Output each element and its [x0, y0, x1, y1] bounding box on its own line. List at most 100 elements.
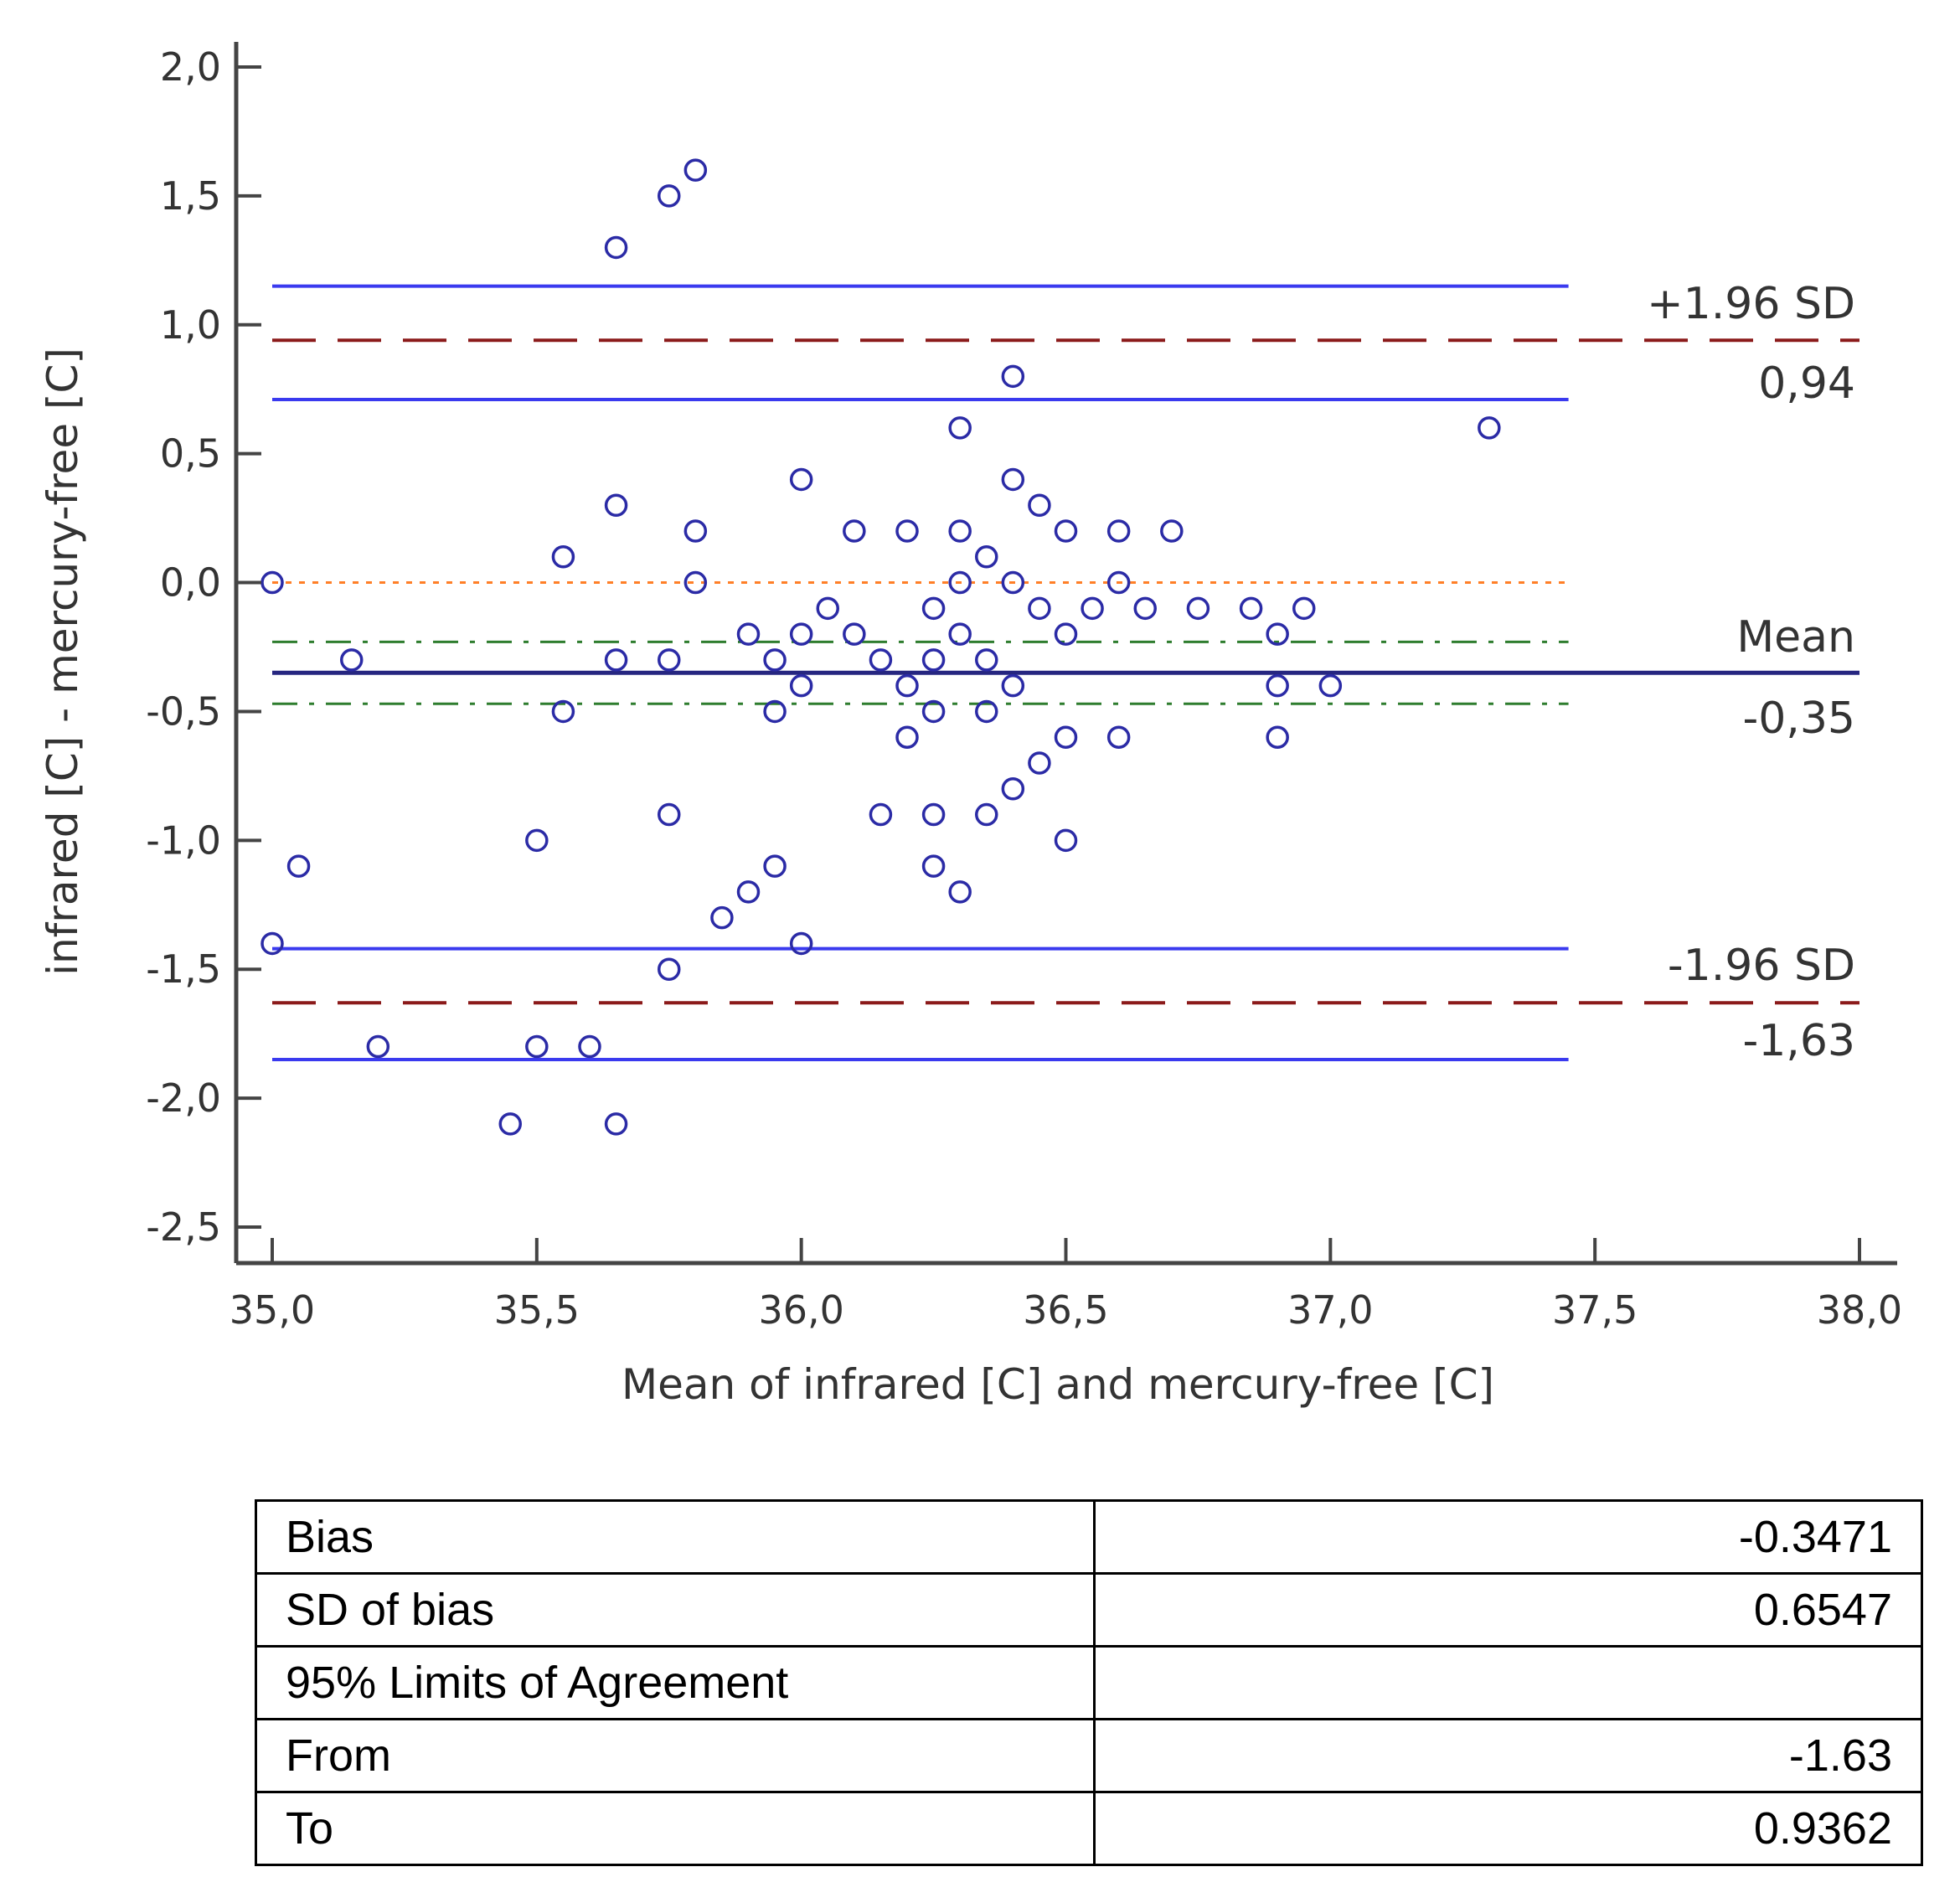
data-point — [789, 467, 813, 492]
y-tick-label: 1,0 — [160, 302, 221, 348]
y-tick-label: 2,0 — [160, 44, 221, 90]
data-point — [921, 699, 946, 724]
data-point — [260, 570, 284, 595]
upper-loa-label: +1.96 SD — [1647, 279, 1855, 329]
data-point — [843, 622, 866, 646]
mean-value: -0,35 — [1742, 694, 1855, 744]
data-points — [260, 158, 1501, 1136]
table-row: To 0.9362 — [255, 1791, 1923, 1866]
data-point — [1106, 519, 1131, 543]
table-row: Bias -0.3471 — [255, 1499, 1923, 1575]
data-point — [710, 905, 734, 930]
data-point — [869, 802, 893, 827]
data-point — [1001, 467, 1025, 492]
y-tick-label: 0,0 — [160, 560, 221, 606]
data-point — [578, 1034, 601, 1059]
row-label-bias: Bias — [255, 1499, 1096, 1575]
data-point — [658, 648, 681, 672]
data-point — [789, 673, 813, 698]
data-point — [948, 622, 972, 646]
row-value-bias: -0.3471 — [1093, 1499, 1923, 1575]
y-tick-label: -1,0 — [146, 817, 221, 863]
data-point — [921, 596, 946, 621]
mean-label: Mean — [1736, 612, 1855, 663]
lower-loa-value: -1,63 — [1742, 1016, 1855, 1066]
data-point — [948, 519, 972, 543]
upper-loa-value: 0,94 — [1758, 358, 1855, 409]
data-point — [1239, 596, 1263, 621]
table-row: SD of bias 0.6547 — [255, 1572, 1923, 1648]
data-point — [869, 648, 893, 672]
y-tick-label: -2,5 — [146, 1204, 221, 1250]
data-point — [1106, 725, 1131, 749]
data-point — [604, 235, 628, 260]
data-point — [1133, 596, 1157, 621]
x-tick-label: 35,0 — [230, 1287, 315, 1333]
data-point — [366, 1034, 390, 1059]
data-point — [1001, 777, 1025, 801]
stats-table: Bias -0.3471 SD of bias 0.6547 95% Limit… — [255, 1499, 1923, 1866]
row-label-loa: 95% Limits of Agreement — [255, 1645, 1096, 1720]
data-point — [843, 519, 866, 543]
data-point — [551, 699, 575, 724]
data-point — [789, 622, 813, 646]
data-point — [683, 158, 708, 182]
data-point — [286, 854, 311, 878]
data-point — [948, 880, 972, 904]
data-point — [1160, 519, 1184, 543]
data-point — [683, 519, 708, 543]
data-point — [1001, 673, 1025, 698]
data-point — [658, 184, 681, 208]
data-point — [1292, 596, 1316, 621]
data-point — [1266, 725, 1289, 749]
y-tick-label: -0,5 — [146, 688, 221, 734]
data-point — [816, 596, 839, 621]
data-point — [1054, 725, 1078, 749]
data-point — [551, 545, 575, 569]
data-point — [604, 648, 628, 672]
data-point — [895, 519, 919, 543]
row-label-to: To — [255, 1791, 1096, 1866]
y-tick-label: -1,5 — [146, 946, 221, 992]
data-point — [921, 854, 946, 878]
data-point — [604, 493, 628, 517]
tick-labels: 2,0 1,5 1,0 0,5 0,0 -0,5 -1,0 -1,5 -2,0 -2,535,0 3… — [146, 44, 1902, 1333]
x-tick-label: 36,0 — [758, 1287, 843, 1333]
data-point — [658, 802, 681, 827]
data-point — [948, 570, 972, 595]
data-point — [1028, 493, 1051, 517]
data-point — [895, 725, 919, 749]
data-point — [975, 648, 998, 672]
data-point — [525, 828, 549, 853]
y-tick-label: -2,0 — [146, 1075, 221, 1121]
x-tick-label: 38,0 — [1817, 1287, 1902, 1333]
y-axis-title: infrared [C] - mercury-free [C] — [39, 348, 87, 976]
data-point — [1266, 622, 1289, 646]
row-value-to: 0.9362 — [1093, 1791, 1923, 1866]
data-point — [921, 648, 946, 672]
row-value-loa — [1093, 1645, 1923, 1720]
table-row: From -1.63 — [255, 1718, 1923, 1793]
data-point — [1054, 519, 1078, 543]
data-point — [340, 648, 364, 672]
data-point — [683, 570, 708, 595]
data-point — [789, 931, 813, 956]
lower-loa-label: -1.96 SD — [1668, 941, 1855, 991]
reference-lines — [272, 284, 1859, 1061]
data-point — [895, 673, 919, 698]
data-point — [1318, 673, 1343, 698]
data-point — [1054, 622, 1078, 646]
data-point — [1028, 596, 1051, 621]
data-point — [975, 545, 998, 569]
data-point — [948, 416, 972, 440]
data-point — [975, 699, 998, 724]
data-point — [260, 931, 284, 956]
data-point — [1478, 416, 1501, 440]
axes — [234, 42, 1897, 1266]
data-point — [1081, 596, 1104, 621]
data-point — [736, 622, 761, 646]
data-point — [658, 957, 681, 981]
x-tick-label: 35,5 — [494, 1287, 580, 1333]
x-axis-title: Mean of infrared [C] and mercury-free [C… — [622, 1360, 1494, 1409]
data-point — [498, 1112, 522, 1136]
